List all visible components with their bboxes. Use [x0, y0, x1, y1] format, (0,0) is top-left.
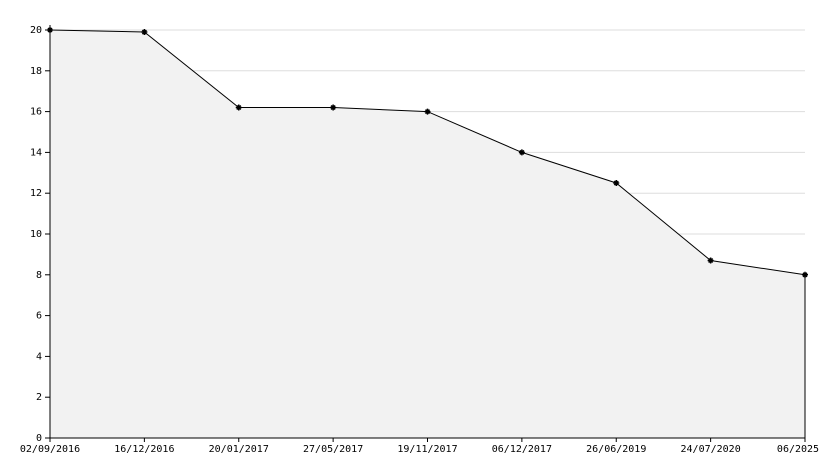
x-tick-label: 26/06/2019: [586, 444, 646, 455]
y-tick-label: 18: [30, 66, 42, 77]
y-tick-label: 0: [36, 433, 42, 444]
point: [707, 257, 714, 264]
x-tick-label: 19/11/2017: [397, 444, 457, 455]
area-fill: [50, 30, 805, 438]
y-tick-label: 14: [30, 147, 42, 158]
point: [613, 180, 620, 186]
x-tick-label: 06/2025: [777, 444, 819, 455]
x-tick-label: 27/05/2017: [303, 444, 363, 455]
point: [424, 108, 431, 115]
point: [235, 104, 242, 111]
y-tick-label: 4: [36, 351, 42, 362]
y-tick-label: 16: [30, 107, 42, 118]
x-tick-label: 16/12/2016: [114, 444, 174, 455]
x-tick-label: 20/01/2017: [209, 444, 269, 455]
y-tick-label: 8: [36, 270, 42, 281]
y-tick-label: 10: [30, 229, 42, 240]
y-tick-label: 20: [30, 25, 42, 36]
point: [802, 271, 808, 278]
point: [330, 104, 337, 111]
y-tick-label: 12: [30, 188, 42, 199]
point: [518, 149, 525, 156]
point: [141, 29, 148, 36]
x-tick-label: 24/07/2020: [681, 444, 741, 455]
x-tick-label: 06/12/2017: [492, 444, 552, 455]
x-tick-label: 02/09/2016: [20, 444, 80, 455]
y-tick-label: 6: [36, 311, 42, 322]
y-tick-label: 2: [36, 392, 42, 403]
